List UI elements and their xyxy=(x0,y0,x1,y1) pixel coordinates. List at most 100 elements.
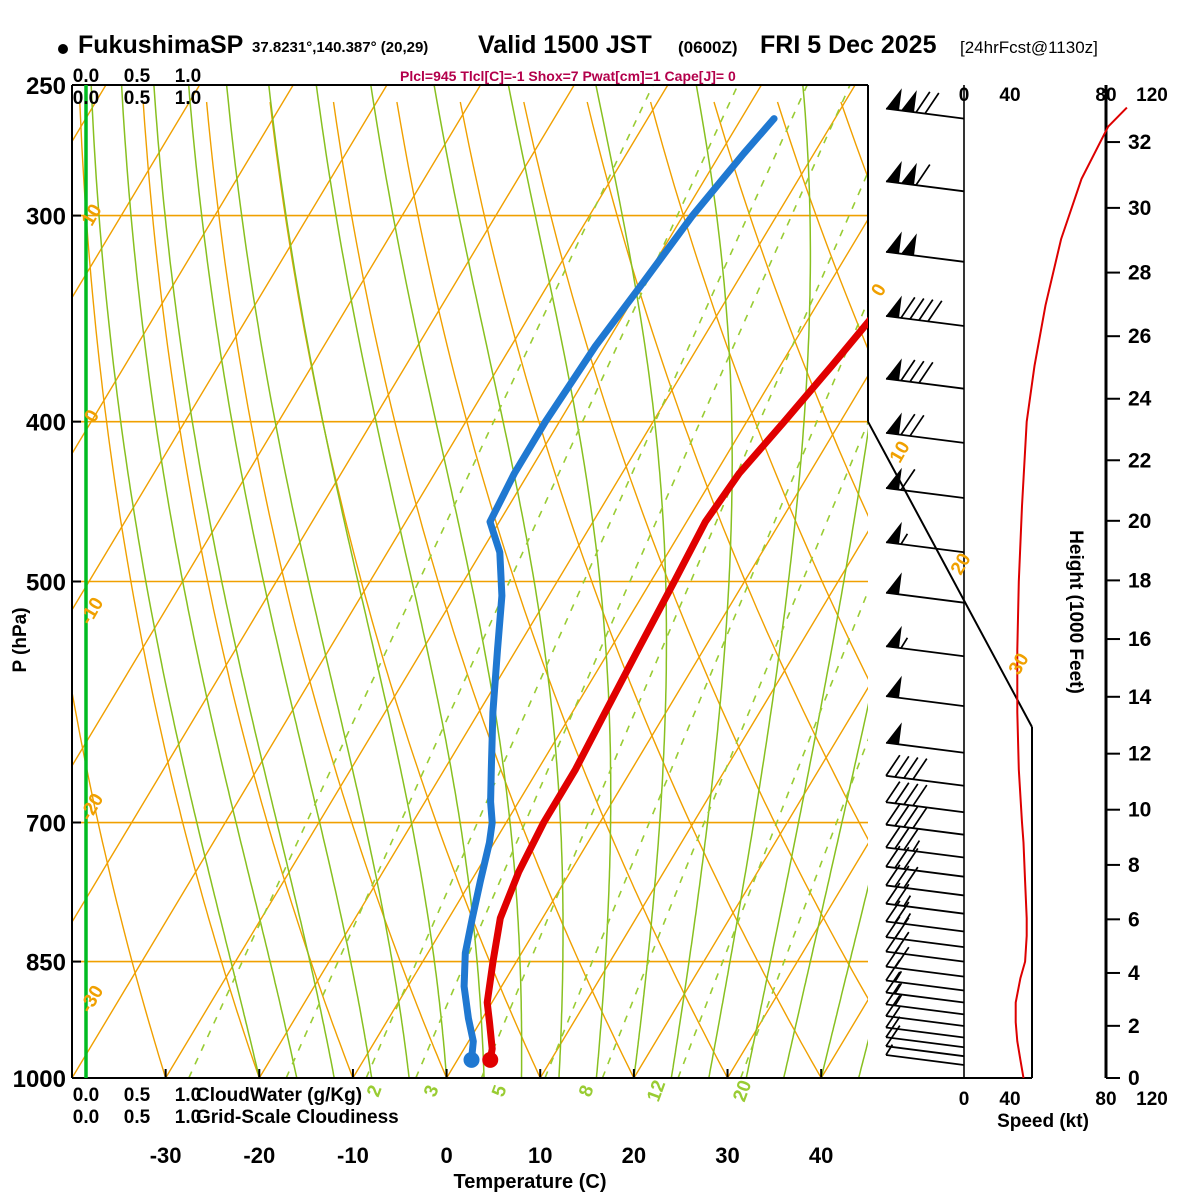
cloudiness-axis-label: Grid-Scale Cloudiness xyxy=(196,1107,399,1128)
height-tick-label: 20 xyxy=(1128,510,1151,533)
mixing-ratio-label: 12 xyxy=(643,1078,670,1105)
cloudwater-axis-label: CloudWater (g/Kg) xyxy=(196,1085,362,1106)
dry-adiabat-label: 0 xyxy=(80,406,103,426)
mixing-ratio-label: 2 xyxy=(363,1083,386,1100)
speed-tick-top: 80 xyxy=(1095,85,1116,106)
speed-tick-top: 120 xyxy=(1136,85,1168,106)
wind-barb xyxy=(885,722,965,754)
height-tick-label: 6 xyxy=(1128,908,1140,931)
wind-barb xyxy=(885,864,965,897)
height-tick-label: 32 xyxy=(1128,131,1151,154)
temperature-curve xyxy=(483,123,868,1064)
isobar-lines xyxy=(72,85,868,1078)
mixing-ratio-label: 3 xyxy=(420,1083,443,1100)
mixing-ratio-label: 20 xyxy=(729,1078,756,1105)
temperature-tick-label: 20 xyxy=(622,1143,646,1168)
temperature-tick-label: -20 xyxy=(243,1143,275,1168)
cloudwater-tick-bottom: 0.0 xyxy=(73,1085,99,1106)
moist-adiabat-lines xyxy=(90,85,868,1078)
wind-barb xyxy=(885,845,965,878)
dry-adiabat-label: -30 xyxy=(76,982,108,1016)
wind-barb xyxy=(885,231,965,263)
cloudiness-tick-bottom: 0.5 xyxy=(124,1107,151,1128)
height-tick-label: 30 xyxy=(1128,197,1151,220)
height-tick-label: 8 xyxy=(1128,854,1140,877)
height-tick-label: 14 xyxy=(1128,686,1152,709)
pressure-tick-label: 700 xyxy=(26,811,66,838)
dry-adiabat-label: -20 xyxy=(76,790,108,824)
isotherm-label: 0 xyxy=(867,280,890,300)
valid-time: Valid 1500 JST xyxy=(478,31,652,59)
wind-barb xyxy=(885,959,965,992)
wind-barb xyxy=(885,916,965,949)
wind-barb xyxy=(885,572,965,604)
valid-date: FRI 5 Dec 2025 xyxy=(760,31,937,59)
station-marker-dot xyxy=(58,44,68,54)
cloudwater-tick-top: 0.0 xyxy=(73,66,99,87)
cloudwater-tick-bottom: 0.5 xyxy=(124,1085,151,1106)
sounding-parameters: Plcl=945 Tlcl[C]=-1 Shox=7 Pwat[cm]=1 Ca… xyxy=(400,68,736,84)
valid-time-zulu: (0600Z) xyxy=(678,38,738,57)
dry-adiabat-label: -10 xyxy=(76,594,108,628)
speed-axis-label: Speed (kt) xyxy=(997,1111,1089,1132)
wind-barb xyxy=(885,900,965,933)
height-tick-label: 28 xyxy=(1128,262,1152,285)
pressure-tick-label: 850 xyxy=(26,950,66,977)
wind-barb xyxy=(885,983,965,1016)
height-tick-label: 26 xyxy=(1128,325,1151,348)
speed-tick-bottom: 0 xyxy=(959,1089,970,1110)
height-tick-label: 12 xyxy=(1128,743,1151,766)
isotherm-lines xyxy=(72,85,868,1078)
curve-endpoint-marker xyxy=(482,1051,499,1068)
height-tick-label: 4 xyxy=(1128,962,1140,985)
wind-barb xyxy=(885,971,965,1004)
forecast-tag: [24hrFcst@1130z] xyxy=(960,38,1098,57)
speed-tick-top: 40 xyxy=(999,85,1020,106)
wind-barb xyxy=(885,803,965,836)
cloudwater-tick-bottom: 1.0 xyxy=(175,1085,201,1106)
mixing-ratio-label: 8 xyxy=(575,1083,598,1100)
height-tick-label: 10 xyxy=(1128,799,1151,822)
height-tick-label: 22 xyxy=(1128,449,1151,472)
wind-barb xyxy=(885,358,965,390)
cloudiness-tick-bottom: 1.0 xyxy=(175,1107,201,1128)
speed-tick-top: 0 xyxy=(959,85,970,106)
pressure-tick-label: 1000 xyxy=(13,1066,66,1093)
temperature-tick-label: 30 xyxy=(715,1143,739,1168)
sounding-curves xyxy=(460,115,868,1068)
height-tick-label: 18 xyxy=(1128,569,1152,592)
wind-barb xyxy=(885,826,965,859)
temperature-axis-label: Temperature (C) xyxy=(454,1171,607,1193)
dewpoint-curve xyxy=(460,115,778,1064)
cloudiness-tick-top: 1.0 xyxy=(175,88,201,109)
wind-barb xyxy=(885,521,965,554)
dry-adiabat-label: 10 xyxy=(78,201,107,230)
wind-barb-column xyxy=(885,88,965,1066)
wind-barb xyxy=(885,882,965,915)
height-tick-label: 24 xyxy=(1128,388,1152,411)
pressure-axis-label: P (hPa) xyxy=(10,607,31,672)
cloudiness-tick-bottom: 0.0 xyxy=(73,1107,99,1128)
mixing-ratio-label: 5 xyxy=(488,1082,511,1100)
speed-tick-bottom: 80 xyxy=(1095,1089,1116,1110)
height-tick-label: 0 xyxy=(1128,1067,1140,1090)
wind-barb xyxy=(885,625,965,658)
station-name: FukushimaSP xyxy=(78,31,244,59)
height-curve xyxy=(1014,106,1128,1079)
temperature-tick-label: -30 xyxy=(150,1143,182,1168)
dry-adiabat-lines xyxy=(72,101,868,1078)
height-speed-curve xyxy=(1014,106,1128,1079)
speed-tick-bottom: 40 xyxy=(999,1089,1020,1110)
wind-barb xyxy=(885,675,965,707)
wind-barb xyxy=(885,160,965,193)
mixing-ratio-lines xyxy=(188,85,868,1078)
isotherm-label: 30 xyxy=(1005,650,1034,679)
wind-barb xyxy=(885,1006,965,1039)
wind-barb xyxy=(885,945,965,978)
wind-barb xyxy=(885,1016,965,1049)
cloudwater-tick-top: 1.0 xyxy=(175,66,201,87)
cloudiness-tick-top: 0.5 xyxy=(124,88,151,109)
